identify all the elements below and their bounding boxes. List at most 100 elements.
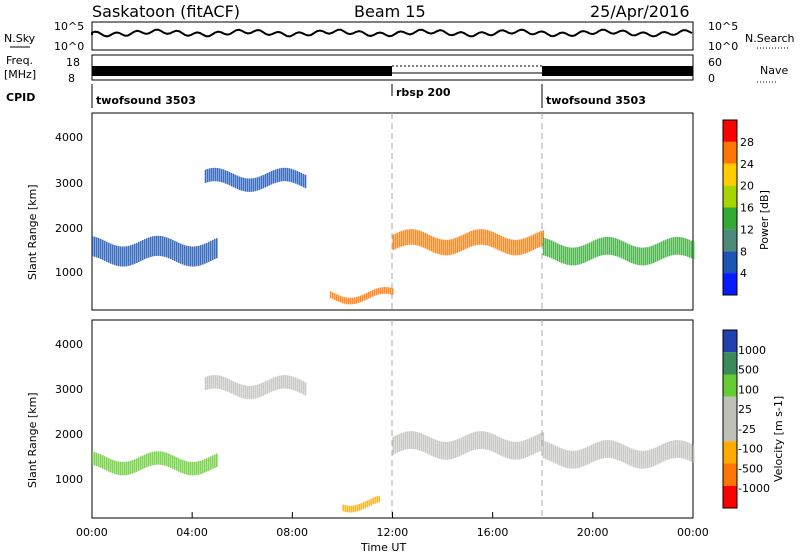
power-cell: [468, 231, 471, 248]
velocity-cell: [394, 435, 397, 454]
power-cell: [148, 237, 150, 258]
power-colorbar: 28 24 20 16 12 8 4: [722, 119, 754, 296]
velocity-cell: [466, 434, 469, 453]
velocity-cell: [120, 461, 122, 476]
cpid-segment-1: twofsound 3503: [96, 94, 196, 107]
nsky-label: N.Sky: [4, 32, 36, 45]
power-cell: [242, 177, 245, 192]
power-cell: [398, 231, 401, 248]
velocity-cell: [568, 450, 571, 469]
power-cell: [558, 244, 561, 263]
power-cell: [365, 292, 368, 300]
velocity-cell: [480, 431, 483, 449]
power-cell: [412, 229, 415, 245]
date-title: 25/Apr/2016: [590, 2, 690, 21]
velocity-colorbar-tick: 100: [738, 383, 759, 396]
power-cell: [176, 241, 178, 262]
power-cell: [214, 167, 217, 182]
power-cell: [196, 246, 198, 267]
power-cell: [430, 235, 433, 252]
velocity-cell: [356, 504, 358, 512]
power-cell: [400, 231, 403, 247]
velocity-cell: [192, 462, 194, 476]
power-cell: [548, 239, 551, 258]
velocity-cell: [300, 380, 303, 394]
velocity-cell: [554, 445, 557, 464]
velocity-cell: [252, 385, 255, 399]
velocity-colorbar-swatch: [723, 441, 737, 464]
power-cell: [402, 230, 405, 246]
velocity-cell: [548, 442, 551, 461]
power-cell: [268, 172, 271, 186]
power-cell: [373, 289, 376, 296]
velocity-cell: [550, 443, 553, 462]
power-cell: [470, 231, 473, 247]
power-cell: [284, 167, 287, 182]
power-cell: [278, 168, 281, 182]
power-cell: [502, 236, 505, 253]
power-cell: [538, 231, 541, 248]
velocity-cell: [398, 433, 401, 452]
power-ytick-3000: 3000: [55, 177, 83, 190]
power-cell: [478, 229, 481, 245]
velocity-cell: [102, 455, 104, 469]
velocity-cell: [212, 375, 215, 389]
velocity-cell: [224, 377, 227, 391]
power-cell: [414, 229, 417, 246]
cpid-label: CPID: [6, 91, 35, 104]
power-colorbar-tick: 8: [740, 245, 747, 258]
velocity-cell: [206, 376, 209, 390]
power-cell: [688, 239, 691, 258]
power-ytick-2000: 2000: [55, 222, 83, 235]
power-cell: [516, 239, 519, 256]
velocity-cell: [278, 375, 281, 389]
power-cell: [369, 291, 372, 298]
velocity-cell: [188, 461, 190, 476]
power-cell: [252, 178, 255, 192]
power-cell: [526, 237, 529, 253]
velocity-cell: [358, 504, 360, 511]
power-cell: [610, 237, 613, 255]
power-cell: [462, 234, 465, 251]
nsky-tick-high: 10^5: [54, 20, 84, 33]
power-cell: [422, 232, 425, 248]
velocity-cell: [498, 436, 501, 455]
velocity-cell: [148, 453, 150, 467]
power-cell: [652, 245, 655, 263]
power-cell: [136, 242, 138, 263]
velocity-cell: [202, 460, 204, 474]
power-cell: [162, 236, 164, 257]
velocity-cell: [378, 495, 380, 503]
power-colorbar-swatch: [723, 273, 737, 295]
velocity-cell: [232, 381, 235, 395]
power-cell: [590, 241, 593, 260]
velocity-cell: [476, 431, 479, 450]
velocity-cell: [646, 450, 649, 469]
velocity-cell: [634, 449, 637, 468]
velocity-cell: [494, 435, 497, 453]
velocity-panel: 4000 3000 2000 1000 Slant Range [km] 100…: [26, 319, 785, 519]
velocity-cell: [210, 456, 212, 470]
power-cell: [160, 236, 162, 257]
power-cell: [375, 288, 378, 296]
velocity-cell: [270, 378, 273, 392]
power-cell: [520, 239, 523, 255]
velocity-cell: [254, 385, 257, 399]
freq-panel: Freq. [MHz] 18 8 60 0 Nave: [4, 54, 788, 85]
velocity-cell: [638, 450, 641, 469]
velocity-cell: [520, 441, 523, 460]
power-cell: [492, 232, 495, 248]
velocity-cell: [200, 460, 202, 475]
x-tick-label: 16:00: [477, 526, 509, 539]
power-colorbar-tick: 20: [740, 180, 754, 193]
nsearch-tick-high: 10^5: [708, 20, 738, 33]
power-cell: [618, 239, 621, 258]
power-cell: [188, 246, 190, 267]
velocity-cell: [576, 450, 579, 469]
velocity-cell: [516, 441, 519, 460]
power-cell: [484, 229, 487, 246]
velocity-cell: [276, 376, 279, 390]
velocity-cell: [204, 376, 207, 391]
velocity-cell: [196, 461, 198, 476]
velocity-cell: [222, 376, 225, 391]
